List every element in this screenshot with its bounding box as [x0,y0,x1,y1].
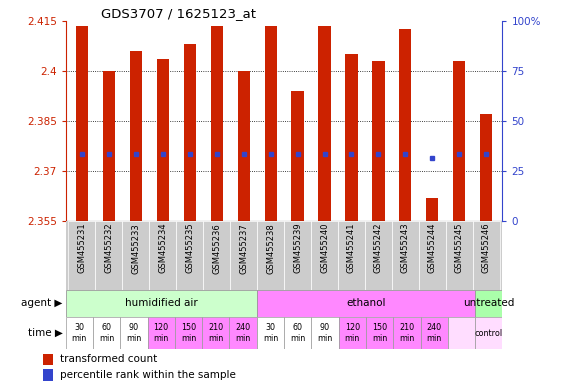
Bar [211,26,223,221]
Text: GSM455242: GSM455242 [374,223,383,273]
Text: agent ▶: agent ▶ [22,298,63,308]
Bar [69,221,95,290]
Text: 60
min: 60 min [99,323,114,343]
Text: untreated: untreated [463,298,514,308]
Bar [284,221,311,290]
Bar [421,317,448,349]
Bar [291,91,304,221]
Text: 150
min: 150 min [181,323,196,343]
Text: 150
min: 150 min [372,323,387,343]
Bar [149,221,176,290]
Text: GSM455239: GSM455239 [293,223,302,273]
Bar [284,317,311,349]
Text: percentile rank within the sample: percentile rank within the sample [61,370,236,380]
Text: 30
min: 30 min [72,323,87,343]
Bar [95,221,122,290]
Bar [93,317,120,349]
Text: 240
min: 240 min [427,323,442,343]
Text: GSM455246: GSM455246 [482,223,491,273]
Bar [230,221,257,290]
Text: ethanol: ethanol [346,298,386,308]
Bar [176,221,203,290]
Text: 90
min: 90 min [126,323,142,343]
Text: GSM455241: GSM455241 [347,223,356,273]
Bar [392,221,419,290]
Bar [184,45,196,221]
Bar [257,290,475,317]
Text: GDS3707 / 1625123_at: GDS3707 / 1625123_at [100,7,256,20]
Bar [103,71,115,221]
Bar [399,30,412,221]
Bar [366,317,393,349]
Text: GSM455237: GSM455237 [239,223,248,274]
Bar [257,317,284,349]
Bar [147,317,175,349]
Text: GSM455231: GSM455231 [77,223,86,273]
Bar [393,317,421,349]
Text: 60
min: 60 min [290,323,305,343]
Text: time ▶: time ▶ [28,328,63,338]
Bar [345,55,357,221]
Bar [453,61,465,221]
Bar [448,317,475,349]
Text: GSM455238: GSM455238 [266,223,275,274]
Text: 210
min: 210 min [399,323,415,343]
Bar [427,197,439,221]
Bar [130,51,142,221]
Bar [175,317,202,349]
Bar [122,221,149,290]
Text: GSM455232: GSM455232 [104,223,113,273]
Bar [311,317,339,349]
Text: 30
min: 30 min [263,323,278,343]
Bar [66,290,257,317]
Bar [338,221,365,290]
Bar [475,317,502,349]
Text: 240
min: 240 min [235,323,251,343]
Text: GSM455243: GSM455243 [401,223,410,273]
Bar [66,317,93,349]
Bar [202,317,230,349]
Text: 90
min: 90 min [317,323,333,343]
Bar [264,26,277,221]
Bar [257,221,284,290]
Text: GSM455244: GSM455244 [428,223,437,273]
Text: GSM455236: GSM455236 [212,223,221,274]
Bar [43,369,53,381]
Bar [156,60,169,221]
Bar [480,114,492,221]
Bar [473,221,500,290]
Text: GSM455240: GSM455240 [320,223,329,273]
Text: GSM455234: GSM455234 [158,223,167,273]
Text: 120
min: 120 min [154,323,169,343]
Text: 210
min: 210 min [208,323,223,343]
Bar [230,317,257,349]
Bar [446,221,473,290]
Text: 120
min: 120 min [345,323,360,343]
Bar [203,221,230,290]
Bar [43,354,53,365]
Bar [339,317,366,349]
Bar [372,61,384,221]
Bar [419,221,446,290]
Text: humidified air: humidified air [125,298,198,308]
Bar [76,26,88,221]
Bar [475,290,502,317]
Bar [311,221,338,290]
Bar [319,26,331,221]
Text: GSM455235: GSM455235 [185,223,194,273]
Text: GSM455233: GSM455233 [131,223,140,274]
Text: transformed count: transformed count [61,354,158,364]
Bar [365,221,392,290]
Text: GSM455245: GSM455245 [455,223,464,273]
Text: control: control [475,329,503,338]
Bar [238,71,250,221]
Bar [120,317,147,349]
